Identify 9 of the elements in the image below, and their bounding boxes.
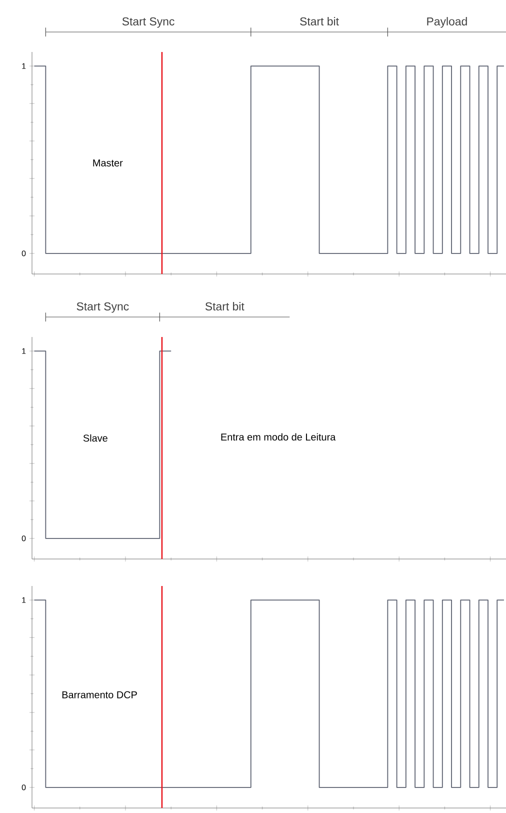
text: Start bit [300,17,339,26]
annotation: Entra em modo de Leitura [221,433,336,441]
text: Slave [83,434,108,442]
series-label: Barramento DCP [62,691,137,698]
text: Payload [427,17,467,28]
text: Start Sync [122,17,174,28]
text: Master [93,160,123,166]
text: Start Sync [76,302,129,313]
text: Start bit [205,302,244,310]
